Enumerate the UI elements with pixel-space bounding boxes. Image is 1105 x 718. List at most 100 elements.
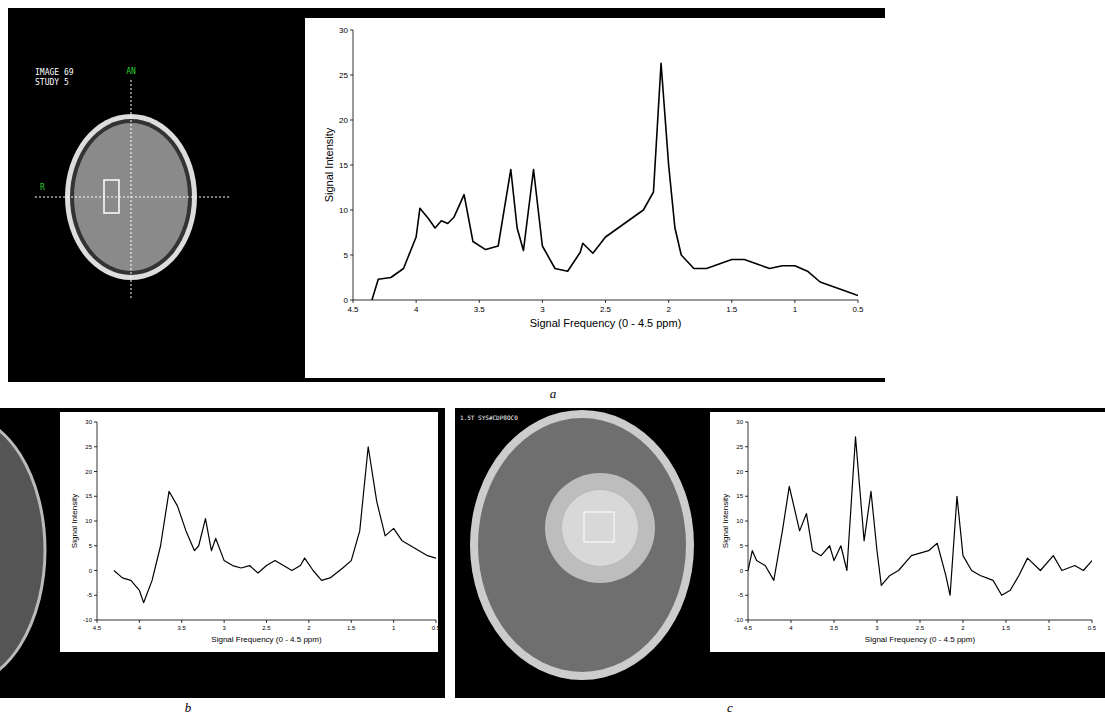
x-tick — [920, 620, 921, 623]
spectrum-line — [372, 63, 858, 300]
x-tick-label: 0.5 — [432, 625, 441, 631]
chart: 0510152025304.543.532.521.510.5Signal Fr… — [323, 26, 865, 329]
y-tick-label: -10 — [734, 617, 743, 623]
x-tick-label: 2 — [307, 625, 311, 631]
x-tick-label: 1.5 — [347, 625, 356, 631]
x-tick — [1006, 620, 1007, 623]
y-tick-label: 25 — [85, 444, 92, 450]
y-tick-label: 5 — [89, 543, 93, 549]
crosshair — [35, 197, 230, 198]
chart-c-background — [710, 412, 1105, 652]
x-tick — [97, 620, 98, 623]
x-tick-label: 4 — [138, 625, 142, 631]
x-tick — [224, 620, 225, 623]
x-tick — [351, 620, 352, 623]
y-tick — [745, 620, 748, 621]
x-tick-label: 1.5 — [1002, 625, 1011, 631]
x-tick — [139, 620, 140, 623]
x-tick-label: 0.5 — [1088, 625, 1097, 631]
plot-area — [114, 447, 436, 603]
chart: -10-50510152025304.543.532.521.510.5Sign… — [721, 419, 1097, 644]
x-tick-label: 3 — [875, 625, 879, 631]
figure: IMAGE 69STUDY 5ANR1.5T SYS#CDP8OC0abc051… — [0, 0, 1105, 718]
y-tick — [350, 75, 353, 76]
y-tick — [94, 545, 97, 546]
y-axis-title: Signal Intensity — [70, 494, 79, 548]
y-tick — [350, 30, 353, 31]
y-tick — [350, 120, 353, 121]
x-tick — [605, 300, 606, 303]
y-tick-label: 5 — [344, 251, 349, 260]
y-tick — [94, 521, 97, 522]
x-axis-title: Signal Frequency (0 - 4.5 ppm) — [865, 635, 976, 644]
y-tick-label: 5 — [740, 543, 744, 549]
x-tick-label: 3.5 — [474, 305, 486, 314]
y-tick — [745, 521, 748, 522]
x-tick — [542, 300, 543, 303]
chart-b-background — [60, 412, 438, 652]
x-tick-label: 2 — [666, 305, 671, 314]
y-tick-label: 15 — [339, 161, 348, 170]
y-tick-label: 30 — [85, 419, 92, 425]
x-tick — [436, 620, 437, 623]
x-tick-label: 4.5 — [347, 305, 359, 314]
y-tick — [350, 210, 353, 211]
y-tick-label: 10 — [736, 518, 743, 524]
y-tick — [350, 165, 353, 166]
y-tick — [94, 620, 97, 621]
x-tick — [1049, 620, 1050, 623]
y-tick-label: 0 — [740, 568, 744, 574]
y-tick-label: 25 — [736, 444, 743, 450]
x-tick — [416, 300, 417, 303]
x-tick — [834, 620, 835, 623]
x-axis-title: Signal Frequency (0 - 4.5 ppm) — [530, 317, 682, 329]
y-tick-label: 20 — [736, 469, 743, 475]
x-tick-label: 4 — [414, 305, 419, 314]
y-tick — [94, 422, 97, 423]
x-tick — [963, 620, 964, 623]
y-tick — [94, 471, 97, 472]
spectrum-line — [748, 437, 1092, 595]
spectrum-line — [114, 447, 436, 603]
x-tick — [308, 620, 309, 623]
x-tick — [791, 620, 792, 623]
chart-a-background — [305, 18, 885, 378]
y-tick — [745, 570, 748, 571]
x-tick-label: 1 — [793, 305, 798, 314]
panel-letter: c — [727, 700, 733, 715]
y-tick — [745, 422, 748, 423]
y-tick-label: 0 — [89, 568, 93, 574]
x-tick — [748, 620, 749, 623]
voxel-box — [584, 512, 614, 542]
y-tick-label: -5 — [87, 592, 93, 598]
y-tick-label: 25 — [339, 71, 348, 80]
skull — [470, 410, 694, 680]
x-tick — [858, 300, 859, 303]
x-tick-label: 4.5 — [744, 625, 753, 631]
x-tick — [181, 620, 182, 623]
x-tick-label: 3 — [222, 625, 226, 631]
image-text: IMAGE 69 — [35, 68, 74, 77]
image-text: STUDY 5 — [35, 78, 69, 87]
panel-letter: b — [185, 700, 192, 715]
y-tick — [745, 496, 748, 497]
chart: -10-50510152025304.543.532.521.510.5Sign… — [70, 419, 441, 644]
x-tick — [479, 300, 480, 303]
x-tick-label: 3.5 — [178, 625, 187, 631]
y-tick — [745, 471, 748, 472]
x-tick — [794, 300, 795, 303]
x-tick — [877, 620, 878, 623]
y-tick-label: 30 — [736, 419, 743, 425]
y-tick-label: 20 — [339, 116, 348, 125]
x-tick-label: 2.5 — [916, 625, 925, 631]
x-tick-label: 2.5 — [600, 305, 612, 314]
x-tick — [393, 620, 394, 623]
y-tick — [94, 496, 97, 497]
x-tick — [266, 620, 267, 623]
y-tick-label: 20 — [85, 469, 92, 475]
y-tick — [94, 595, 97, 596]
image-text: 1.5T SYS#CDP8OC0 — [460, 414, 518, 421]
panel-a-background — [8, 8, 885, 382]
x-tick — [731, 300, 732, 303]
x-tick-label: 4 — [789, 625, 793, 631]
